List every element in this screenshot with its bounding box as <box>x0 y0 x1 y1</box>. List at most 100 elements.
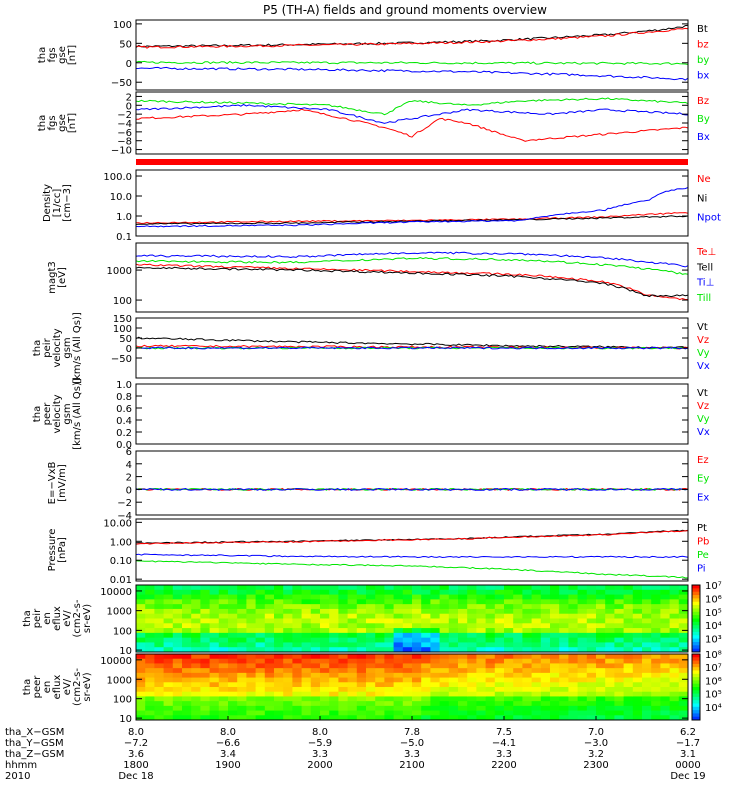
spectrogram-cell <box>145 705 155 712</box>
spectrogram-cell <box>586 613 597 619</box>
spectrogram-cell <box>320 663 330 669</box>
spectrogram-cell <box>678 599 689 605</box>
spectrogram-cell <box>218 589 229 596</box>
spectrogram-cell <box>614 613 625 619</box>
spectrogram-cell <box>614 642 625 648</box>
spectrogram-cell <box>264 628 275 634</box>
spectrogram-cell <box>476 599 487 605</box>
legend-Te⊥: Te⊥ <box>696 247 716 258</box>
spectrogram-cell <box>513 672 523 679</box>
spectrogram-cell <box>513 705 523 712</box>
spectrogram-cell <box>596 589 606 596</box>
spectrogram-cell <box>660 613 671 619</box>
spectrogram-cell <box>154 696 165 702</box>
spectrogram-cell <box>678 589 689 596</box>
spectrogram-cell <box>310 628 321 634</box>
spectrogram-cell <box>402 623 413 629</box>
spectrogram-cell <box>136 672 146 679</box>
legend-Pi: Pi <box>697 564 706 575</box>
spectrogram-cell <box>200 677 211 683</box>
spectrogram-cell <box>393 585 404 591</box>
spectrogram-cell <box>504 647 514 653</box>
spectrogram-cell <box>513 632 523 639</box>
spectrogram-cell <box>577 696 588 702</box>
spectrogram-cell <box>559 632 569 639</box>
spectrogram-cell <box>329 696 339 702</box>
spectrogram-cell <box>191 715 201 721</box>
colorbar-cell <box>692 645 700 650</box>
spectrogram-cell <box>237 658 247 664</box>
spectrogram-cell <box>412 637 422 643</box>
spectrogram-cell <box>338 663 349 669</box>
spectrogram-cell <box>154 599 165 605</box>
spectrogram-cell <box>384 696 395 702</box>
spectrogram-cell <box>264 710 275 716</box>
spectrogram-cell <box>586 594 597 600</box>
spectrogram-cell <box>632 585 643 591</box>
spectrogram-cell <box>596 632 606 639</box>
spectrogram-cell <box>237 663 247 669</box>
spectrogram-cell <box>200 637 211 643</box>
spectrogram-cell <box>522 623 533 629</box>
spectrogram-cell <box>356 632 367 639</box>
spectrogram-cell <box>651 637 661 643</box>
spectrogram-cell <box>375 628 385 634</box>
series-line-Ex <box>135 487 689 491</box>
spectrogram-cell <box>384 668 395 674</box>
spectrogram-cell <box>191 663 201 669</box>
spectrogram-cell <box>513 687 523 693</box>
spectrogram-cell <box>366 691 376 697</box>
spectrogram-cell <box>292 658 303 664</box>
spectrogram-cell <box>338 632 349 639</box>
spectrogram-cell <box>402 613 413 619</box>
spectrogram-cell <box>494 585 505 591</box>
spectrogram-cell <box>402 599 413 605</box>
legend-Till: Till <box>696 293 711 304</box>
spectrogram-cell <box>209 613 220 619</box>
x-tick-label: 3.6 <box>128 749 144 760</box>
spectrogram-cell <box>586 691 597 697</box>
spectrogram-cell <box>642 604 652 610</box>
spectrogram-cell <box>393 594 404 600</box>
spectrogram-cell <box>347 677 358 683</box>
spectrogram-cell <box>651 682 661 688</box>
colorbar-cell <box>692 635 700 640</box>
spectrogram-cell <box>642 705 652 712</box>
spectrogram-cell <box>531 677 542 683</box>
spectrogram-cell <box>586 677 597 683</box>
spectrogram-cell <box>651 589 661 596</box>
spectrogram-cell <box>632 663 643 669</box>
spectrogram-cell <box>476 632 487 639</box>
spectrogram-cell <box>310 642 321 648</box>
x-tick-label: 3.4 <box>220 749 236 760</box>
spectrogram-cell <box>347 604 358 610</box>
spectrogram-cell <box>430 710 441 716</box>
spectrogram-cell <box>485 594 496 600</box>
spectrogram-cell <box>228 696 238 702</box>
spectrogram-cell <box>430 701 441 707</box>
spectrogram-cell <box>347 618 358 624</box>
spectrogram-cell <box>163 687 174 693</box>
spectrogram-cell <box>218 604 229 610</box>
spectrogram-cell <box>632 618 643 624</box>
spectrogram-cell <box>172 585 183 591</box>
spectrogram-cell <box>209 677 220 683</box>
spectrogram-cell <box>283 647 293 653</box>
x-row-label: tha_X−GSM <box>5 727 64 738</box>
spectrogram-cell <box>182 715 192 721</box>
spectrogram-cell <box>448 618 459 624</box>
spectrogram-cell <box>182 663 192 669</box>
y-tick-label: 50 <box>119 334 132 345</box>
spectrogram-cell <box>320 710 330 716</box>
spectrogram-cell <box>154 710 165 716</box>
spectrogram-cell <box>292 682 303 688</box>
spectrogram-cell <box>246 642 257 648</box>
spectrogram-cell <box>678 663 689 669</box>
spectrogram-cell <box>329 658 339 664</box>
spectrogram-cell <box>559 677 569 683</box>
spectrogram-cell <box>329 710 339 716</box>
spectrogram-cell <box>439 677 450 683</box>
spectrogram-cell <box>182 628 192 634</box>
spectrogram-cell <box>209 682 220 688</box>
spectrogram-cell <box>182 701 192 707</box>
